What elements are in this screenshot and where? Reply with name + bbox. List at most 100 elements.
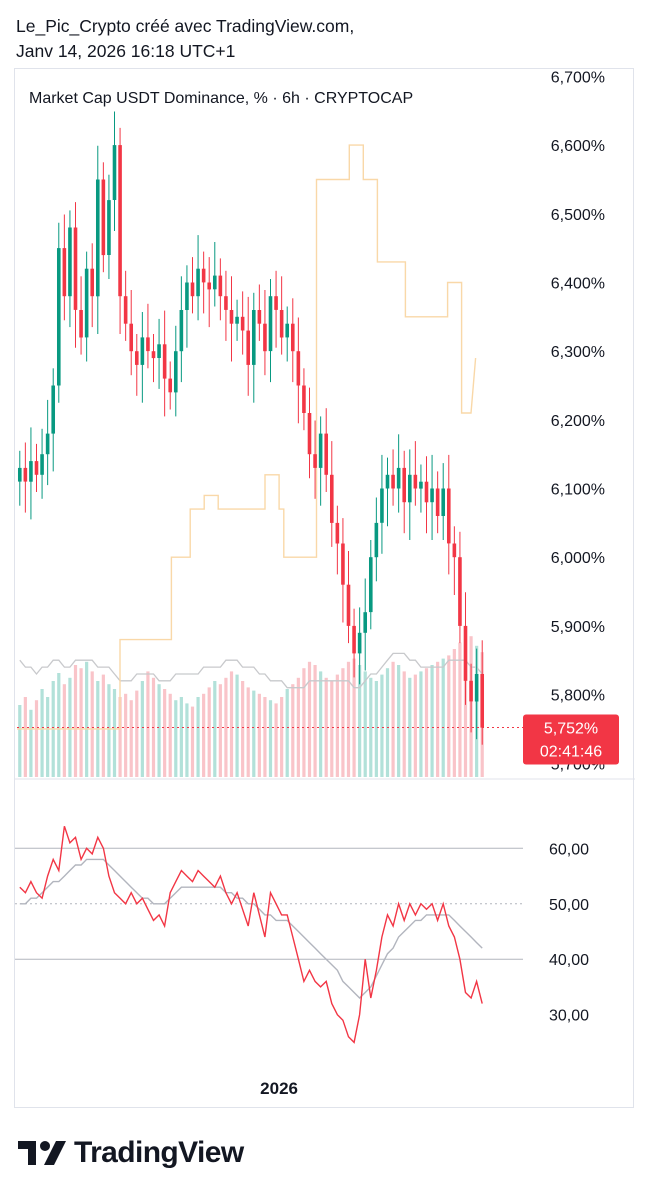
- rsi-tick-label: 60,00: [549, 841, 589, 858]
- candle-body: [40, 454, 44, 475]
- candle: [413, 441, 418, 506]
- candle-body: [212, 275, 217, 290]
- volume-bar: [441, 658, 445, 777]
- candle: [224, 270, 228, 341]
- volume-bar: [463, 639, 468, 777]
- candle: [274, 270, 278, 348]
- volume-bar: [397, 665, 401, 777]
- candle-body: [452, 543, 457, 558]
- candle: [458, 531, 462, 644]
- volume-bar: [185, 703, 189, 777]
- candle-body: [45, 433, 50, 455]
- volume-bar: [246, 687, 250, 777]
- rsi-tick-label: 50,00: [549, 897, 589, 914]
- candle: [446, 454, 451, 575]
- volume-bar: [385, 668, 390, 777]
- candle: [62, 214, 67, 321]
- candle-body: [168, 378, 173, 393]
- candle: [374, 497, 379, 582]
- candle-body: [335, 522, 340, 544]
- chart-frame[interactable]: 6,700% 6,600% 6,500% 6,400% 6,300% 6,200% 6,10…: [14, 68, 635, 1109]
- candle-body: [62, 248, 67, 297]
- volume-bar: [40, 689, 44, 777]
- candle: [157, 318, 161, 389]
- chart-header: Le_Pic_Crypto créé avec TradingView.com,…: [16, 14, 354, 64]
- candle: [79, 276, 83, 355]
- volume-bar: [374, 681, 378, 777]
- candle-body: [112, 145, 117, 200]
- rsi-layer: [15, 825, 523, 1044]
- candle: [23, 442, 28, 513]
- volume-bar: [447, 655, 451, 777]
- volume-bar: [408, 677, 412, 777]
- candle: [441, 463, 446, 540]
- volume-bar: [330, 681, 334, 777]
- candle: [190, 257, 195, 314]
- candle: [402, 450, 407, 534]
- candle: [162, 310, 167, 417]
- candle-body: [68, 227, 72, 297]
- volume-bar: [202, 693, 206, 777]
- candle: [463, 592, 468, 705]
- volume-bar: [346, 661, 351, 777]
- price-tick-label: 6,500%: [551, 207, 605, 224]
- candle: [229, 276, 234, 362]
- volume-bar: [174, 700, 178, 777]
- price-axis-layer: 6,700% 6,600% 6,500% 6,400% 6,300% 6,200% 6,10…: [523, 69, 619, 773]
- volume-ma-layer: [19, 652, 483, 689]
- candle-body: [229, 310, 234, 324]
- candle: [363, 578, 368, 671]
- candle: [146, 303, 150, 369]
- volume-bar: [34, 700, 39, 777]
- candle-body: [140, 337, 145, 365]
- candle: [151, 334, 156, 383]
- candle: [90, 243, 95, 328]
- candle: [17, 450, 22, 506]
- candle-body: [368, 557, 373, 613]
- candle-body: [56, 248, 61, 386]
- price-tick-label: 5,800%: [551, 688, 605, 705]
- volume-bar: [29, 709, 33, 777]
- chart-svg[interactable]: 6,700% 6,600% 6,500% 6,400% 6,300% 6,200% 6,10…: [15, 69, 635, 1109]
- volume-bar: [274, 703, 278, 777]
- volume-bar: [341, 668, 345, 777]
- volume-bar: [452, 649, 456, 777]
- candle: [430, 454, 434, 540]
- candle-body: [34, 461, 39, 475]
- candle: [424, 456, 429, 534]
- volume-bar: [107, 684, 111, 777]
- candle: [34, 443, 39, 492]
- candle: [352, 608, 356, 678]
- candle: [45, 399, 50, 486]
- candle-body: [290, 323, 295, 352]
- volume-bar: [68, 677, 72, 777]
- candle: [107, 174, 111, 279]
- volume-bar: [352, 658, 356, 777]
- candle-body: [196, 268, 200, 297]
- candle: [240, 291, 245, 355]
- candle-body: [23, 467, 28, 482]
- volume-bar: [369, 677, 373, 777]
- candle: [40, 428, 44, 499]
- candle-body: [257, 310, 262, 324]
- candle: [207, 257, 212, 328]
- candle-body: [95, 179, 100, 297]
- volume-bar: [324, 677, 328, 777]
- tradingview-logo[interactable]: TradingView: [18, 1136, 244, 1170]
- candle-body: [190, 282, 195, 297]
- candle-body: [218, 275, 223, 297]
- candle-body: [107, 200, 111, 255]
- candle: [290, 298, 295, 383]
- candle-body: [29, 461, 33, 482]
- candle-body: [435, 488, 440, 516]
- candle: [368, 540, 373, 630]
- candles-layer: [17, 111, 523, 745]
- candle: [469, 663, 473, 733]
- candle: [73, 202, 78, 348]
- candle-body: [391, 474, 395, 489]
- candle: [185, 265, 189, 348]
- volume-bar: [268, 700, 273, 777]
- candle-body: [302, 385, 306, 413]
- volume-bar: [129, 700, 133, 777]
- volume-bar: [23, 697, 27, 777]
